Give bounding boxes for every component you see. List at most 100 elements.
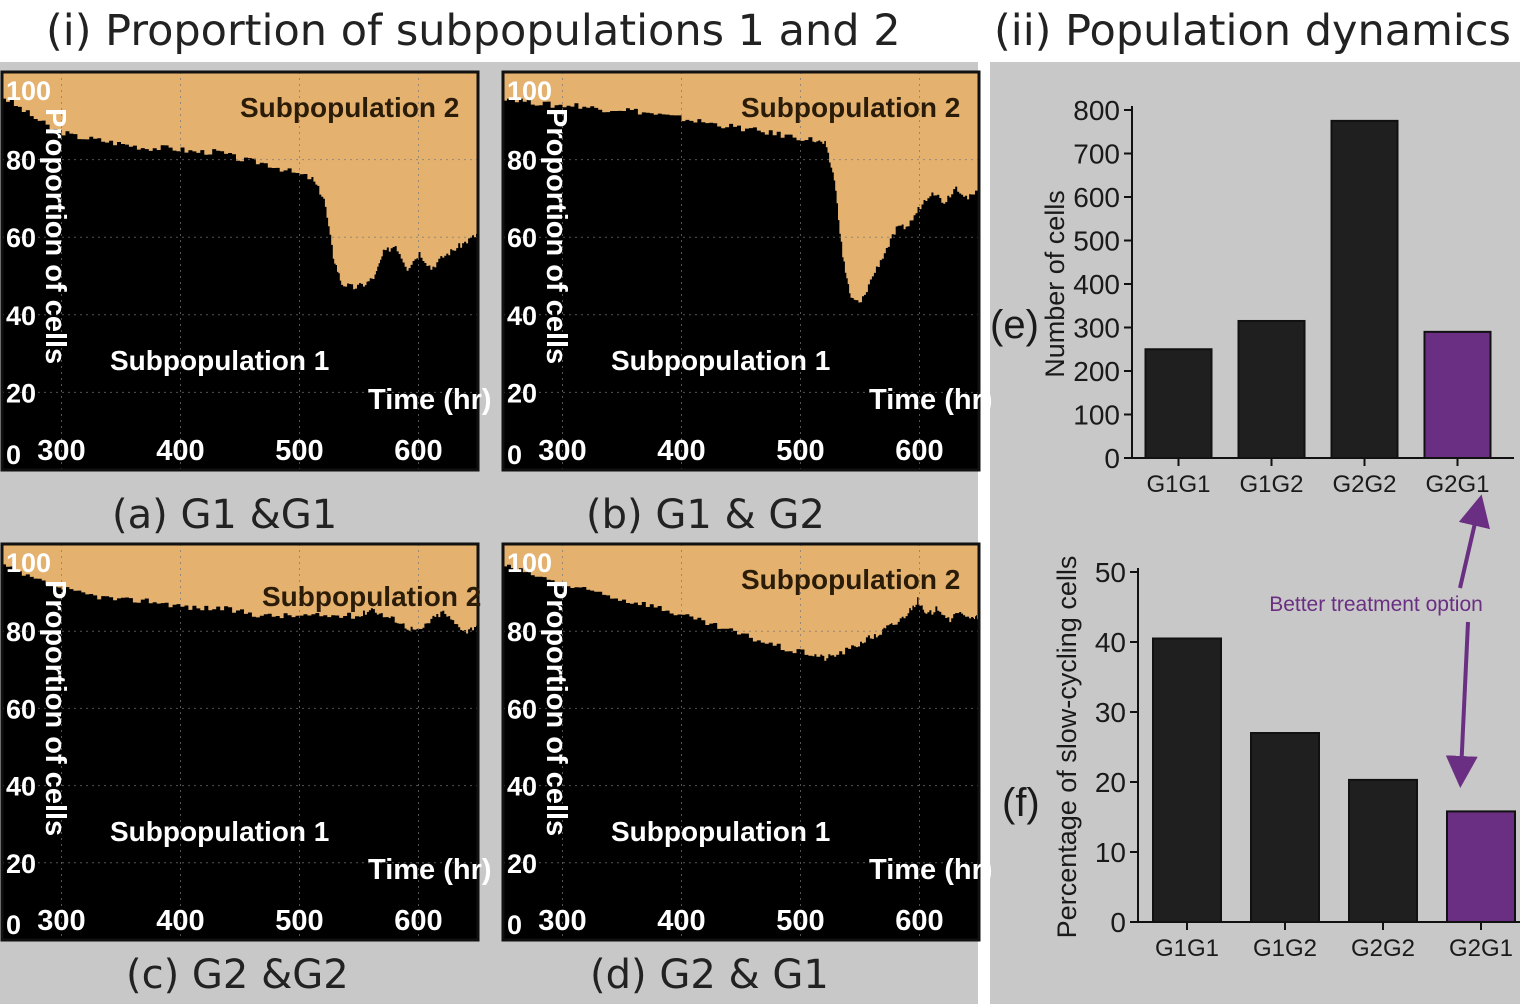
y-tick-label: 500 xyxy=(1073,226,1120,257)
x-axis-label: Time (hr) xyxy=(368,384,492,416)
y-tick-label: 0 xyxy=(507,440,522,470)
y-tick-label: 80 xyxy=(507,617,537,647)
y-tick-label: 20 xyxy=(507,378,537,408)
plot-frame xyxy=(0,70,480,472)
x-axis-label: Time (hr) xyxy=(368,854,492,886)
y-axis-label: Proportion of cells xyxy=(39,108,71,364)
bar-g2g1 xyxy=(1423,330,1492,460)
x-tick-label: 300 xyxy=(538,435,586,467)
plot-frame xyxy=(501,70,981,472)
x-tick-label: 600 xyxy=(895,435,943,467)
y-tick-label: 100 xyxy=(6,76,51,106)
x-tick-label: G1G2 xyxy=(1239,471,1303,498)
y-tick-label: 0 xyxy=(6,910,21,940)
y-tick-label: 0 xyxy=(507,910,522,940)
panel-label-f: (f) xyxy=(1002,781,1040,825)
bar-g2g2 xyxy=(1330,119,1399,459)
caption-d: (d) G2 & G1 xyxy=(590,952,829,998)
x-tick-label: 400 xyxy=(156,905,204,937)
x-tick-label: G2G1 xyxy=(1425,471,1489,498)
subpopulation-1-area xyxy=(2,98,478,470)
x-tick-label: 600 xyxy=(394,435,442,467)
y-tick-label: 40 xyxy=(1095,627,1126,658)
x-tick-label: 400 xyxy=(657,435,705,467)
bar-g1g1 xyxy=(1152,637,1222,923)
y-tick-label: 40 xyxy=(507,301,537,331)
subpopulation-2-label: Subpopulation 2 xyxy=(262,581,481,612)
x-tick-label: 500 xyxy=(776,435,824,467)
x-tick-label: 300 xyxy=(538,905,586,937)
y-axis-label: Proportion of cells xyxy=(39,580,71,836)
y-tick-label: 50 xyxy=(1095,557,1126,588)
x-tick-label: 500 xyxy=(275,905,323,937)
x-tick-label: 300 xyxy=(37,905,85,937)
subpopulation-1-area xyxy=(2,564,478,940)
subpopulation-1-label: Subpopulation 1 xyxy=(611,816,830,847)
y-tick-label: 60 xyxy=(6,223,36,253)
y-tick-label: 10 xyxy=(1095,837,1126,868)
x-tick-label: 300 xyxy=(37,435,85,467)
x-tick-label: G2G2 xyxy=(1332,471,1396,498)
y-tick-label: 80 xyxy=(507,146,537,176)
x-tick-label: 400 xyxy=(657,905,705,937)
subpopulation-1-label: Subpopulation 1 xyxy=(110,816,329,847)
bar-g2g1 xyxy=(1446,810,1516,923)
y-axis-label: Proportion of cells xyxy=(540,108,572,364)
plot-frame xyxy=(0,542,480,942)
y-tick-label: 400 xyxy=(1073,269,1120,300)
y-tick-label: 100 xyxy=(6,548,51,578)
y-tick-label: 20 xyxy=(6,849,36,879)
y-tick-label: 20 xyxy=(507,849,537,879)
bar-g1g2 xyxy=(1250,732,1320,923)
x-tick-label: 500 xyxy=(275,435,323,467)
subpopulation-1-label: Subpopulation 1 xyxy=(110,345,329,376)
x-tick-label: 400 xyxy=(156,435,204,467)
y-tick-label: 60 xyxy=(507,694,537,724)
x-axis-label: Time (hr) xyxy=(869,854,993,886)
y-tick-label: 80 xyxy=(6,146,36,176)
y-axis-label: Number of cells xyxy=(1040,190,1070,378)
y-tick-label: 30 xyxy=(1095,697,1126,728)
y-axis-label: Percentage of slow-cycling cells xyxy=(1052,556,1082,939)
y-axis-label: Proportion of cells xyxy=(540,580,572,836)
subpopulation-2-label: Subpopulation 2 xyxy=(741,564,960,595)
y-tick-label: 100 xyxy=(507,76,552,106)
y-tick-label: 700 xyxy=(1073,139,1120,170)
x-tick-label: G2G2 xyxy=(1351,935,1415,962)
bar-chart-e: 0 100 200 300 400 500 600 700 800 G1G1 G1G2 G2G2 G2G… xyxy=(990,95,1514,498)
x-tick-label: G1G1 xyxy=(1146,471,1210,498)
left-heading: (i) Proportion of subpopulations 1 and 2 xyxy=(46,6,901,56)
y-tick-label: 40 xyxy=(6,772,36,802)
bar-chart-f: 0 10 20 30 40 50 G1G1 G1G2 G2G2 G2G1 Percentage of… xyxy=(1002,556,1520,962)
subpopulation-1-label: Subpopulation 1 xyxy=(611,345,830,376)
x-tick-label: 600 xyxy=(394,905,442,937)
y-tick-label: 20 xyxy=(1095,767,1126,798)
panel-label-e: (e) xyxy=(990,303,1039,347)
y-tick-label: 0 xyxy=(1104,443,1120,474)
y-tick-label: 80 xyxy=(6,617,36,647)
y-tick-label: 300 xyxy=(1073,313,1120,344)
x-tick-label: 600 xyxy=(895,905,943,937)
bar-g2g2 xyxy=(1348,778,1418,923)
subpopulation-1-area xyxy=(503,98,979,470)
x-tick-label: G2G1 xyxy=(1449,935,1513,962)
subpopulation-1-area xyxy=(503,564,979,940)
y-tick-label: 0 xyxy=(1110,907,1126,938)
y-tick-label: 40 xyxy=(6,301,36,331)
subpopulation-2-label: Subpopulation 2 xyxy=(741,92,960,123)
y-tick-label: 100 xyxy=(507,548,552,578)
bar-g1g1 xyxy=(1144,348,1213,459)
y-tick-label: 60 xyxy=(507,223,537,253)
subpopulation-2-label: Subpopulation 2 xyxy=(240,92,459,123)
x-axis-label: Time (hr) xyxy=(869,384,993,416)
x-tick-label: G1G1 xyxy=(1155,935,1219,962)
y-tick-label: 100 xyxy=(1073,400,1120,431)
caption-b: (b) G1 & G2 xyxy=(586,492,825,538)
right-heading: (ii) Population dynamics xyxy=(994,6,1511,56)
y-tick-label: 600 xyxy=(1073,182,1120,213)
y-tick-label: 40 xyxy=(507,772,537,802)
caption-a: (a) G1 &G1 xyxy=(112,492,338,538)
